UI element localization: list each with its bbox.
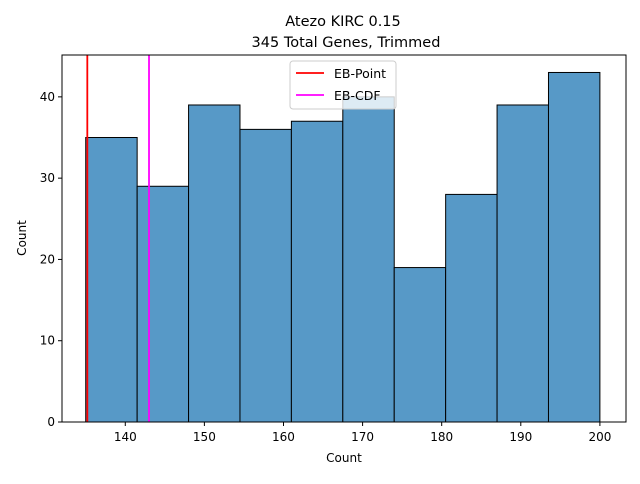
histogram-bar-5 (342, 96, 395, 423)
legend: EB-Point EB-CDF (289, 60, 397, 110)
y-tick-label-20: 20 (40, 252, 55, 266)
x-tick-label-180: 180 (430, 430, 453, 444)
histogram-bar-6 (393, 267, 447, 423)
histogram-bar-1 (136, 185, 190, 423)
x-tick-label-200: 200 (588, 430, 611, 444)
histogram-bar-0 (85, 137, 138, 423)
plot-frame (61, 54, 627, 423)
legend-label-eb-point: EB-Point (334, 66, 386, 81)
x-tick-label-150: 150 (193, 430, 216, 444)
x-tick-label-190: 190 (509, 430, 532, 444)
histogram-bar-7 (445, 193, 498, 423)
y-tick-label-10: 10 (40, 334, 55, 348)
x-tick-label-140: 140 (114, 430, 137, 444)
histogram-bar-2 (188, 104, 241, 423)
y-tick-label-0: 0 (47, 415, 55, 429)
histogram-bar-9 (547, 71, 601, 423)
reference-lines-layer (86, 55, 150, 422)
chart-title: Atezo KIRC 0.15 (285, 14, 401, 30)
histogram-bar-8 (496, 104, 549, 423)
y-axis-label: Count (15, 220, 29, 256)
y-tick-label-30: 30 (40, 171, 55, 185)
histogram-bar-3 (239, 128, 292, 423)
y-tick-label-40: 40 (40, 90, 55, 104)
bars-layer (85, 71, 601, 423)
chart-subtitle: 345 Total Genes, Trimmed (252, 35, 441, 51)
y-axis: 0 10 20 30 40 (40, 90, 62, 429)
x-axis-label: Count (326, 451, 362, 465)
histogram-bar-4 (290, 120, 344, 423)
x-axis: 140 150 160 170 180 190 200 (114, 422, 611, 444)
x-tick-label-160: 160 (272, 430, 295, 444)
x-tick-label-170: 170 (351, 430, 374, 444)
legend-label-eb-cdf: EB-CDF (334, 88, 381, 103)
